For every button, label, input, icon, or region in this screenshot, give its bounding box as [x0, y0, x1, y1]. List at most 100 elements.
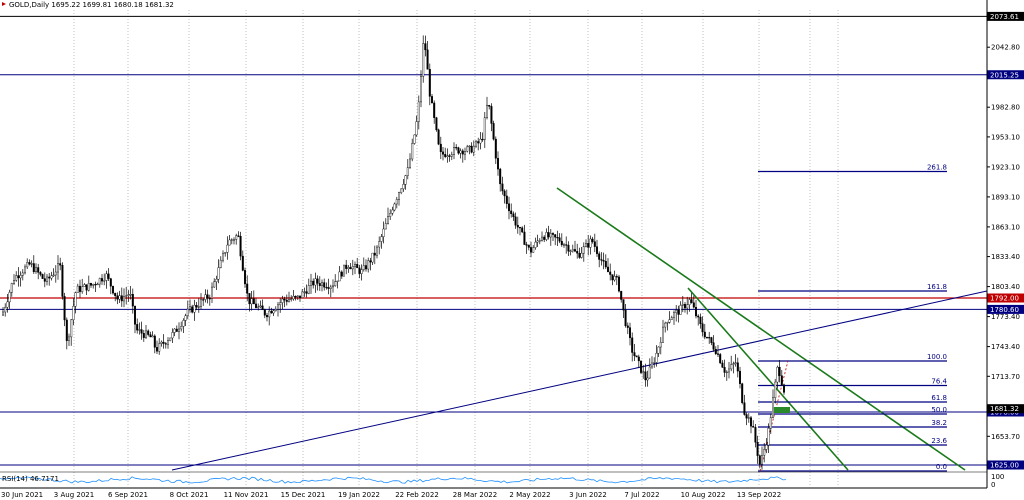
candle-body [252, 298, 255, 305]
candle-body [712, 342, 715, 350]
candle-body [536, 240, 539, 243]
candle-body [35, 267, 38, 273]
candle-body [741, 383, 744, 403]
candle-body [426, 49, 429, 70]
candle-body [580, 252, 583, 258]
fib-level-label: 23.6 [931, 437, 947, 445]
level-price-tag [987, 11, 1024, 21]
candle-body [622, 299, 625, 311]
candle-body [356, 264, 359, 269]
candle-body [281, 298, 284, 303]
candle-body [433, 102, 436, 118]
candle-body [318, 283, 321, 286]
candle-body [736, 362, 739, 372]
candle-body [61, 265, 64, 297]
candle-body [380, 236, 383, 242]
y-tick-label: 1953.10 [991, 133, 1020, 141]
candle-body [54, 271, 57, 276]
candle-body [697, 315, 700, 318]
candle-body [756, 441, 759, 456]
candle-body [743, 402, 746, 415]
candle-body [125, 295, 128, 297]
candle-body [527, 245, 530, 248]
candle-body [543, 236, 546, 240]
candle-body [626, 325, 629, 328]
candle-body [457, 147, 460, 154]
candle-body [558, 237, 561, 242]
candle-body [105, 273, 108, 281]
candle-body [288, 299, 291, 302]
current-price-tag [987, 404, 1024, 414]
candle-body [556, 237, 559, 239]
candle-body [684, 304, 687, 309]
candle-body [307, 285, 310, 294]
fib-level-label: 76.4 [931, 378, 947, 386]
candle-body [657, 346, 660, 354]
candle-body [57, 263, 60, 273]
candle-body [32, 263, 35, 273]
candle-body [444, 154, 447, 157]
candle-body [210, 286, 213, 299]
candle-body [774, 381, 777, 398]
candle-body [272, 310, 275, 314]
candle-body [448, 155, 451, 157]
candle-body [111, 285, 114, 294]
candle-body [734, 362, 737, 364]
rsi-label: RSI(14) 46.7171 [2, 475, 59, 483]
candle-body [360, 269, 363, 274]
candle-body [514, 216, 517, 226]
candle-body [195, 304, 198, 308]
candle-body [26, 262, 29, 268]
candle-body [576, 251, 579, 254]
candle-body [455, 147, 458, 149]
candle-body [591, 238, 594, 242]
candle-body [437, 129, 440, 145]
candle-body [505, 195, 508, 204]
candle-body [314, 278, 317, 286]
level-price-label: 1792.00 [990, 295, 1019, 303]
candle-body [470, 145, 473, 153]
candle-body [609, 271, 612, 275]
current-zone-marker [772, 407, 790, 413]
candle-body [312, 280, 315, 286]
level-price-label: 1780.60 [990, 306, 1019, 314]
candle-body [114, 292, 117, 297]
symbol-marker-icon [2, 2, 6, 6]
candle-body [373, 252, 376, 256]
level-price-label: 2015.25 [990, 71, 1019, 79]
symbol-ohlc-line: GOLD,Daily 1695.22 1699.81 1680.18 1681.… [9, 1, 174, 9]
candle-body [48, 276, 51, 279]
y-tick-label: 1713.70 [991, 373, 1020, 381]
candle-body [199, 299, 202, 307]
candle-body [215, 278, 218, 282]
candle-body [450, 154, 453, 157]
candle-body [644, 371, 647, 381]
candle-body [602, 260, 605, 262]
candle-body [604, 261, 607, 268]
fib-level-label: 38.2 [931, 419, 947, 427]
candle-body [186, 308, 189, 316]
candle-body [413, 134, 416, 144]
candle-body [778, 366, 781, 376]
candle-body [499, 168, 502, 185]
candle-body [497, 158, 500, 170]
candle-body [541, 236, 544, 241]
candle-body [173, 328, 176, 333]
candle-body [409, 158, 412, 168]
candle-body [226, 244, 229, 253]
candle-body [149, 334, 152, 338]
candle-body [525, 244, 528, 246]
candle-body [94, 284, 97, 286]
candle-body [569, 250, 572, 252]
candle-body [144, 330, 147, 338]
candle-body [376, 246, 379, 256]
candle-body [664, 322, 667, 328]
y-tick-label: 1923.10 [991, 163, 1020, 171]
rising-trendline [171, 290, 988, 471]
candle-body [598, 253, 601, 260]
candle-body [571, 249, 574, 252]
candle-body [129, 294, 132, 296]
candle-body [719, 354, 722, 364]
candle-body [387, 216, 390, 224]
